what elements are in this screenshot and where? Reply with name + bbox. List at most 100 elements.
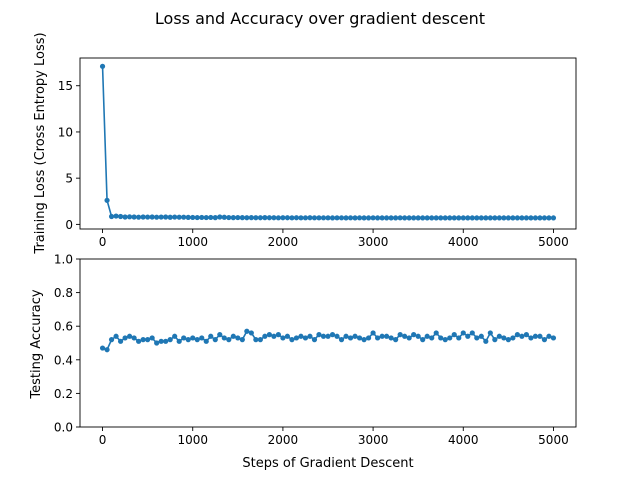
- loss-data-point: [420, 215, 426, 221]
- accuracy-data-point: [523, 332, 530, 338]
- loss-data-point: [181, 214, 187, 220]
- loss-data-point: [415, 215, 421, 221]
- loss-data-point: [442, 215, 448, 221]
- accuracy-data-point: [325, 333, 331, 339]
- accuracy-data-point: [307, 333, 313, 339]
- accuracy-data-point: [217, 332, 223, 338]
- accuracy-data-point: [334, 333, 340, 339]
- loss-xtick-label: 5000: [538, 235, 569, 249]
- loss-data-point: [230, 215, 236, 221]
- accuracy-data-point: [492, 337, 498, 343]
- loss-data-point: [293, 215, 300, 221]
- loss-data-point: [136, 214, 142, 220]
- accuracy-data-point: [257, 337, 263, 343]
- accuracy-data-point: [379, 333, 385, 339]
- accuracy-data-point: [375, 335, 381, 341]
- loss-data-point: [478, 215, 484, 221]
- loss-data-point: [253, 215, 259, 221]
- loss-data-point: [519, 215, 525, 221]
- loss-data-point: [541, 215, 548, 221]
- loss-data-point: [347, 215, 354, 221]
- accuracy-data-point: [420, 337, 426, 343]
- accuracy-data-point: [329, 332, 336, 338]
- accuracy-data-point: [113, 333, 119, 339]
- loss-data-point: [469, 215, 475, 221]
- loss-data-point: [406, 215, 412, 221]
- loss-data-point: [375, 215, 381, 221]
- accuracy-ytick-label: 0.0: [54, 421, 73, 435]
- accuracy-data-point: [248, 330, 254, 336]
- loss-xtick-label: 3000: [358, 235, 389, 249]
- accuracy-data-point: [352, 333, 358, 339]
- accuracy-data-point: [266, 332, 272, 338]
- loss-data-point: [257, 215, 263, 221]
- loss-data-point: [365, 215, 372, 221]
- accuracy-data-point: [465, 333, 471, 339]
- accuracy-data-point: [338, 337, 345, 343]
- loss-data-point: [424, 215, 430, 221]
- accuracy-data-point: [510, 335, 516, 341]
- loss-data-point: [244, 215, 250, 221]
- loss-data-point: [523, 215, 530, 221]
- accuracy-data-point: [356, 335, 363, 341]
- loss-data-point: [550, 215, 557, 221]
- accuracy-data-point: [528, 335, 534, 341]
- accuracy-ticks: 0 1000 2000 3000 4000 5000 0.0 0.2 0.4 0.6 0.8 1.0: [54, 253, 569, 448]
- accuracy-ytick-label: 1.0: [54, 253, 73, 267]
- loss-data-point: [492, 215, 498, 221]
- loss-data-point: [145, 214, 151, 220]
- accuracy-data-point: [117, 338, 124, 344]
- accuracy-data-point: [244, 328, 250, 334]
- accuracy-data-point: [104, 347, 110, 353]
- accuracy-ytick-label: 0.4: [54, 353, 73, 367]
- accuracy-data-point: [262, 333, 268, 339]
- loss-data-point: [379, 215, 385, 221]
- accuracy-xtick-label: 4000: [448, 433, 479, 447]
- loss-data-point: [334, 215, 340, 221]
- loss-data-point: [320, 215, 327, 221]
- loss-data-point: [99, 63, 106, 69]
- accuracy-data-point: [298, 333, 304, 339]
- accuracy-data-point: [442, 337, 448, 343]
- loss-data-point: [239, 215, 245, 221]
- accuracy-data-point: [424, 333, 430, 339]
- loss-data-point: [338, 215, 345, 221]
- accuracy-data-point: [541, 337, 548, 343]
- loss-ytick-label: 0: [65, 218, 73, 232]
- accuracy-data-point: [447, 335, 453, 341]
- loss-data-point: [158, 214, 164, 220]
- loss-data-point: [361, 215, 367, 221]
- accuracy-data-point: [478, 333, 484, 339]
- loss-data-point: [172, 214, 178, 220]
- loss-data-point: [528, 215, 534, 221]
- accuracy-xtick-label: 1000: [177, 433, 208, 447]
- accuracy-data-point: [415, 333, 421, 339]
- loss-data-point: [325, 215, 331, 221]
- loss-data-point: [199, 214, 205, 221]
- loss-data-point: [501, 215, 507, 221]
- loss-data-point: [131, 214, 137, 220]
- accuracy-data-point: [501, 335, 507, 341]
- loss-data-point: [275, 215, 281, 221]
- accuracy-data-point: [239, 337, 245, 343]
- accuracy-ytick-label: 0.8: [54, 286, 73, 300]
- loss-ticks: 0 1000 2000 3000 4000 5000 0 5 10 15: [58, 79, 569, 249]
- accuracy-data-point: [158, 338, 164, 344]
- accuracy-data-point: [438, 335, 444, 341]
- loss-data-point: [289, 215, 295, 221]
- loss-xtick-label: 0: [99, 235, 107, 249]
- loss-xtick-label: 4000: [448, 235, 479, 249]
- loss-data-point: [226, 214, 232, 221]
- accuracy-data-point: [456, 335, 462, 341]
- accuracy-data-point: [271, 333, 277, 339]
- loss-data-point: [307, 215, 313, 221]
- accuracy-data-point: [208, 333, 214, 339]
- accuracy-data-point: [163, 338, 169, 344]
- loss-data-point: [447, 215, 453, 221]
- loss-data-point: [176, 214, 182, 220]
- accuracy-data-point: [550, 335, 557, 341]
- loss-data-point: [104, 197, 110, 203]
- accuracy-data-point: [145, 337, 151, 343]
- loss-data-point: [496, 215, 502, 221]
- loss-data-point: [352, 215, 358, 221]
